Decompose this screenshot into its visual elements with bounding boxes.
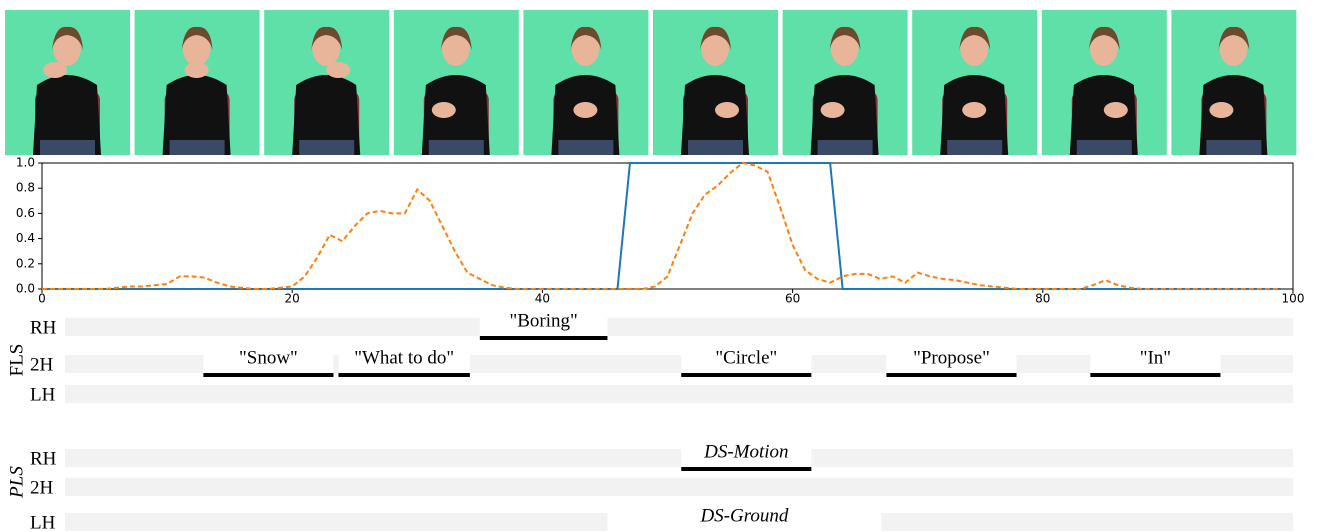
track-row-label: LH bbox=[30, 512, 56, 532]
series-line bbox=[42, 161, 1281, 290]
head bbox=[312, 30, 341, 66]
jeans bbox=[1206, 140, 1262, 155]
y-tick-label: 0.2 bbox=[16, 256, 35, 270]
jeans bbox=[428, 140, 484, 155]
hair bbox=[829, 26, 861, 50]
hair bbox=[311, 26, 343, 50]
body bbox=[810, 75, 879, 155]
jeans bbox=[947, 140, 1003, 155]
hair bbox=[570, 26, 602, 50]
hair bbox=[1088, 26, 1120, 50]
body bbox=[162, 75, 231, 155]
hands bbox=[431, 102, 456, 118]
head bbox=[571, 30, 600, 66]
hands bbox=[43, 62, 67, 78]
body bbox=[292, 75, 361, 155]
span-label: DS-Ground bbox=[699, 505, 788, 526]
jeans bbox=[558, 140, 614, 155]
jeans bbox=[169, 140, 225, 155]
x-tick-label: 0 bbox=[38, 292, 46, 306]
track-row-label: RH bbox=[30, 317, 57, 338]
x-tick-label: 80 bbox=[1035, 292, 1050, 306]
span-gap bbox=[479, 317, 608, 337]
jeans bbox=[1076, 140, 1132, 155]
x-tick-label: 40 bbox=[535, 292, 550, 306]
track-bar bbox=[65, 318, 1293, 336]
hair bbox=[52, 26, 83, 50]
span-gap bbox=[338, 354, 470, 374]
y-tick-label: 0.0 bbox=[16, 282, 35, 296]
series-line bbox=[42, 162, 1281, 290]
span-label: "Circle" bbox=[715, 347, 777, 368]
jeans bbox=[817, 140, 873, 155]
y-tick-label: 0.8 bbox=[16, 181, 35, 195]
hair bbox=[700, 26, 731, 50]
y-tick-label: 0.6 bbox=[16, 206, 35, 220]
span-label: DS-Motion bbox=[703, 441, 788, 462]
body bbox=[33, 75, 101, 155]
head bbox=[441, 30, 470, 66]
hands bbox=[962, 102, 987, 118]
hair bbox=[181, 26, 213, 50]
span-label: "In" bbox=[1140, 347, 1171, 368]
x-tick-label: 100 bbox=[1282, 292, 1305, 306]
span-label: "Boring" bbox=[510, 310, 578, 331]
body bbox=[1199, 75, 1268, 155]
hands bbox=[573, 102, 598, 118]
hands bbox=[715, 102, 739, 118]
track-row-label: 2H bbox=[30, 354, 54, 375]
hair bbox=[1218, 26, 1250, 50]
x-tick-label: 20 bbox=[285, 292, 300, 306]
body bbox=[421, 75, 490, 155]
hair bbox=[440, 26, 472, 50]
span-gap bbox=[607, 512, 882, 532]
span-gap bbox=[1090, 354, 1221, 374]
y-tick-label: 1.0 bbox=[16, 156, 35, 170]
span-label: "What to do" bbox=[354, 347, 454, 368]
jeans bbox=[688, 140, 743, 155]
track-row-label: LH bbox=[30, 384, 56, 405]
body bbox=[1069, 75, 1138, 155]
span-gap bbox=[681, 354, 812, 374]
x-tick-label: 60 bbox=[785, 292, 800, 306]
span-gap bbox=[203, 354, 334, 374]
track-row-label: RH bbox=[30, 448, 57, 469]
body bbox=[681, 75, 749, 155]
span-label: "Snow" bbox=[239, 347, 298, 368]
hands bbox=[184, 62, 209, 78]
span-gap bbox=[681, 448, 812, 468]
y-tick-label: 0.4 bbox=[16, 231, 35, 245]
hands bbox=[1209, 102, 1234, 118]
hands bbox=[1103, 102, 1128, 118]
head bbox=[182, 30, 211, 66]
hair bbox=[959, 26, 991, 50]
jeans bbox=[40, 140, 95, 155]
hands bbox=[326, 62, 351, 78]
head bbox=[1089, 30, 1118, 66]
track-bar bbox=[65, 449, 1293, 467]
head bbox=[960, 30, 989, 66]
head bbox=[701, 30, 729, 66]
video-frames bbox=[5, 10, 1297, 155]
plot-frame bbox=[41, 162, 1294, 290]
hands bbox=[820, 102, 845, 118]
head bbox=[830, 30, 859, 66]
head bbox=[53, 30, 81, 66]
track-row-label: 2H bbox=[30, 477, 54, 498]
track-group-label: FLS bbox=[6, 344, 27, 377]
track-bar bbox=[65, 385, 1293, 403]
track-group-label: PLS bbox=[6, 466, 27, 499]
head bbox=[1219, 30, 1248, 66]
span-gap bbox=[886, 354, 1017, 374]
span-label: "Propose" bbox=[913, 347, 990, 368]
track-bar bbox=[65, 478, 1293, 496]
jeans bbox=[299, 140, 355, 155]
